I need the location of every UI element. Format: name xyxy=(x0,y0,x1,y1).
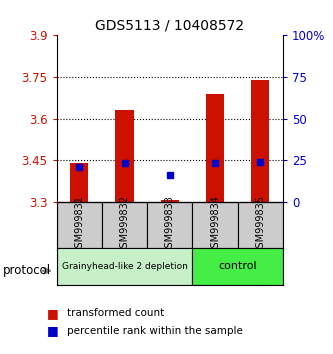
Text: GSM999831: GSM999831 xyxy=(74,195,84,254)
Bar xyxy=(206,93,224,202)
Text: GSM999832: GSM999832 xyxy=(120,195,130,254)
Bar xyxy=(57,248,192,285)
Text: GSM999835: GSM999835 xyxy=(255,195,265,254)
Text: control: control xyxy=(218,261,257,272)
Text: GSM999834: GSM999834 xyxy=(210,195,220,254)
Bar xyxy=(238,202,283,248)
Text: protocol: protocol xyxy=(3,264,52,277)
Bar xyxy=(147,202,192,248)
Text: transformed count: transformed count xyxy=(67,308,164,318)
Bar xyxy=(251,80,269,202)
Text: Grainyhead-like 2 depletion: Grainyhead-like 2 depletion xyxy=(62,262,187,271)
Bar xyxy=(102,202,147,248)
Bar xyxy=(161,200,179,202)
Bar xyxy=(192,248,283,285)
Title: GDS5113 / 10408572: GDS5113 / 10408572 xyxy=(95,19,244,33)
Bar xyxy=(57,202,102,248)
Bar xyxy=(116,110,134,202)
Text: ■: ■ xyxy=(47,325,58,337)
Text: percentile rank within the sample: percentile rank within the sample xyxy=(67,326,242,336)
Text: GSM999833: GSM999833 xyxy=(165,195,175,254)
Bar xyxy=(70,163,88,202)
Text: ■: ■ xyxy=(47,307,58,320)
Bar xyxy=(192,202,238,248)
